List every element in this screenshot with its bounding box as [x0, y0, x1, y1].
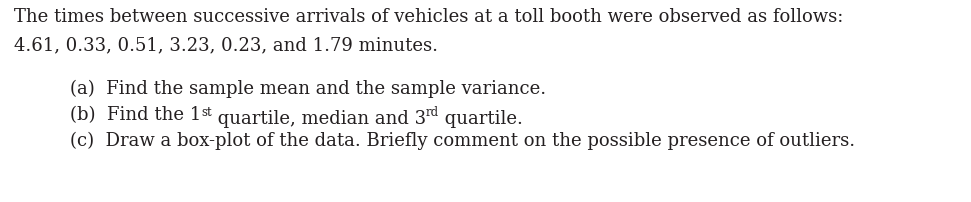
Text: 4.61, 0.33, 0.51, 3.23, 0.23, and 1.79 minutes.: 4.61, 0.33, 0.51, 3.23, 0.23, and 1.79 m… [14, 36, 438, 54]
Text: st: st [201, 106, 212, 119]
Text: (c)  Draw a box-plot of the data. Briefly comment on the possible presence of ou: (c) Draw a box-plot of the data. Briefly… [70, 132, 855, 150]
Text: The times between successive arrivals of vehicles at a toll booth were observed : The times between successive arrivals of… [14, 8, 844, 26]
Text: (b)  Find the 1: (b) Find the 1 [70, 106, 201, 124]
Text: quartile.: quartile. [439, 110, 523, 128]
Text: (a)  Find the sample mean and the sample variance.: (a) Find the sample mean and the sample … [70, 80, 546, 98]
Text: rd: rd [426, 106, 439, 119]
Text: quartile, median and 3: quartile, median and 3 [212, 110, 426, 128]
